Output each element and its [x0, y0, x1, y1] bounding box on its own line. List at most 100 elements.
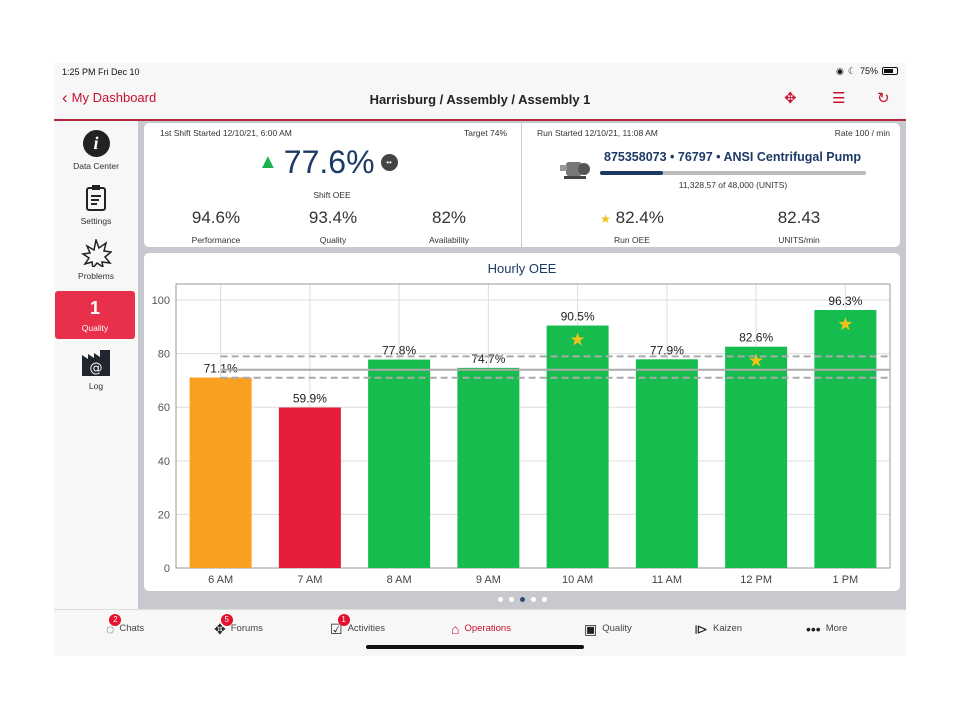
x-tick-label: 9 AM — [476, 574, 501, 586]
star-icon: ★ — [570, 330, 586, 350]
back-label: My Dashboard — [71, 90, 157, 105]
tab-label: Quality — [602, 623, 632, 634]
forums-badge: 5 — [220, 614, 233, 626]
star-icon: ★ — [748, 351, 764, 371]
back-button[interactable]: ‹ My Dashboard — [62, 89, 156, 107]
moon-icon: ☾ — [847, 66, 856, 76]
tab-operations[interactable]: ⌂ Operations — [451, 621, 511, 637]
bar — [368, 359, 431, 568]
bar-data-label: 90.5% — [561, 310, 595, 324]
page-indicator[interactable] — [138, 597, 906, 603]
shift-started: 1st Shift Started 12/10/21, 6:00 AM — [160, 128, 292, 138]
checklist-icon: ☑ 1 — [330, 614, 350, 637]
bar — [546, 325, 609, 568]
tab-kaizen[interactable]: ⧐ Kaizen — [694, 621, 742, 637]
tab-forums[interactable]: ✥ 5 Forums — [214, 614, 263, 637]
bar-data-label: 74.7% — [471, 352, 505, 366]
more-dots-icon: ••• — [806, 621, 821, 637]
bar — [814, 309, 877, 568]
x-tick-label: 11 AM — [652, 574, 682, 586]
burst-icon — [80, 239, 112, 267]
bar-data-label: 59.9% — [293, 392, 327, 406]
x-tick-label: 8 AM — [387, 574, 412, 586]
run-product: 875358073 • 76797 • ANSI Centrifugal Pum… — [604, 150, 862, 164]
x-tick-label: 7 AM — [297, 574, 322, 586]
hierarchy-icon[interactable]: ✥ — [784, 90, 797, 107]
neutral-face-icon: •• — [380, 153, 398, 171]
clipboard-icon — [86, 185, 106, 211]
forums-icon: ✥ 5 — [214, 614, 233, 637]
star-icon: ★ — [600, 212, 611, 226]
battery-icon — [882, 67, 898, 75]
tab-chats[interactable]: ◌ 2 Chats — [106, 614, 144, 637]
performance-value: 94.6% — [191, 208, 241, 227]
availability-value: 82% — [431, 208, 467, 227]
sidebar-item-quality[interactable]: 1 Quality — [55, 291, 135, 339]
tab-activities[interactable]: ☑ 1 Activities — [330, 614, 386, 637]
shift-oee-value: 77.6% — [283, 144, 375, 180]
activities-badge: 1 — [337, 614, 350, 626]
sidebar-item-settings[interactable]: Settings — [54, 184, 138, 226]
star-icon: ★ — [837, 314, 853, 334]
battery-percent: 75% — [859, 66, 878, 76]
bar-data-label: 71.1% — [204, 362, 238, 376]
quality-value: 93.4% — [308, 208, 358, 227]
home-indicator[interactable] — [366, 645, 584, 649]
bar-data-label: 77.9% — [650, 343, 684, 357]
run-panel: Run Started 12/10/21, 11:08 AM Rate 100 … — [522, 123, 900, 247]
chats-badge: 2 — [109, 614, 122, 626]
sidebar-label: Settings — [80, 216, 112, 226]
bar — [725, 346, 788, 568]
sidebar-label: Data Center — [73, 161, 119, 171]
chevron-left-icon: ‹ — [62, 88, 68, 107]
shift-oee-label: Shift OEE — [313, 190, 351, 200]
wifi-icon: ◉ — [836, 66, 844, 76]
x-tick-label: 12 PM — [740, 574, 772, 586]
performance-label: Performance — [191, 235, 241, 245]
quality-label: Quality — [319, 235, 347, 245]
x-tick-label: 6 AM — [208, 574, 233, 586]
refresh-icon[interactable]: ↻ — [877, 90, 890, 107]
sidebar-label: Log — [88, 381, 104, 391]
chart-title: Hourly OEE — [488, 261, 557, 276]
bar-data-label: 82.6% — [739, 331, 773, 345]
tab-label: Kaizen — [713, 623, 743, 634]
tab-label: Operations — [464, 623, 511, 634]
hourly-oee-chart: Hourly OEE 0 20 40 60 80 100 71.1% 6 AM 59.9% 7 A… — [152, 261, 891, 586]
run-rate: Rate 100 / min — [834, 128, 890, 138]
trend-up-icon: ▲ — [258, 151, 278, 173]
factory-log-icon: @ — [82, 350, 110, 376]
y-tick-label: 60 — [158, 402, 170, 414]
quality-count: 1 — [89, 298, 100, 318]
bar — [457, 367, 520, 568]
sidebar-label: Problems — [78, 271, 114, 281]
factory-icon: ⌂ — [451, 621, 460, 637]
shift-target: Target 74% — [464, 128, 507, 138]
y-tick-label: 80 — [158, 349, 170, 361]
nav-bar: ‹ My Dashboard Harrisburg / Assembly / As… — [54, 79, 906, 121]
run-progress-text: 11,328.57 of 48,000 (UNITS) — [678, 180, 788, 190]
tab-label: Forums — [230, 623, 263, 634]
svg-text:@: @ — [90, 361, 103, 376]
units-rate-label: UNITS/min — [778, 235, 820, 245]
y-tick-label: 100 — [152, 295, 170, 307]
run-oee-value: 82.4% — [615, 208, 664, 227]
fishbone-icon: ⧐ — [694, 621, 708, 637]
sidebar-item-log[interactable]: @ Log — [54, 349, 138, 391]
pump-image-icon — [560, 162, 590, 179]
sidebar-item-data-center[interactable]: i Data Center — [54, 129, 138, 171]
sidebar-item-problems[interactable]: Problems — [54, 239, 138, 281]
tab-quality[interactable]: ▣ Quality — [584, 621, 632, 637]
tab-label: Activities — [347, 623, 386, 634]
bar — [189, 377, 252, 568]
shift-panel: 1st Shift Started 12/10/21, 6:00 AM Targ… — [144, 123, 522, 247]
list-icon[interactable]: ☰ — [832, 90, 846, 107]
tab-more[interactable]: ••• More — [806, 621, 847, 637]
status-time: 1:25 PM Fri Dec 10 — [62, 67, 140, 77]
bar-data-label: 96.3% — [828, 294, 862, 308]
chart-card: Hourly OEE 0 20 40 60 80 100 71.1% 6 AM 59.9% 7 A… — [144, 253, 900, 591]
app-screen: 1:25 PM Fri Dec 10 ◉ ☾ 75% ‹ My Dashboard H… — [54, 63, 906, 656]
sidebar: i Data Center Settings Problems 1 Qualit… — [54, 121, 138, 609]
y-tick-label: 0 — [164, 563, 170, 575]
y-tick-label: 20 — [158, 509, 170, 521]
